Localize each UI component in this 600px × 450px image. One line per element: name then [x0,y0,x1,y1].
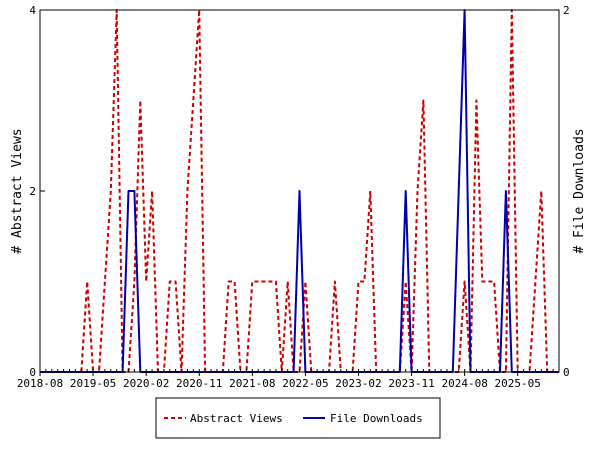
x-tick-label: 2023-02 [335,377,381,390]
legend-label-abstract-views: Abstract Views [190,412,283,425]
x-tick-label: 2019-05 [70,377,116,390]
x-tick-label: 2025-05 [495,377,541,390]
x-tick-label: 2023-11 [388,377,434,390]
chart-marks [40,9,559,373]
x-tick-label: 2020-11 [176,377,222,390]
x-tick-label: 2022-05 [282,377,328,390]
y-axis-left-title: # Abstract Views [10,128,25,253]
x-tick-label: 2024-08 [441,377,487,390]
y-left-tick-label: 2 [29,185,36,198]
legend: Abstract Views File Downloads [155,397,441,439]
y-right-tick-label: 2 [563,4,570,17]
legend-label-file-downloads: File Downloads [330,412,423,425]
x-tick-label: 2018-08 [17,377,63,390]
x-tick-label: 2020-02 [123,377,169,390]
x-tick-label: 2021-08 [229,377,275,390]
y-right-tick-label: 0 [563,366,570,379]
y-axis-right-title: # File Downloads [572,128,587,253]
legend-box [155,397,441,439]
y-left-tick-label: 0 [29,366,36,379]
y-left-tick-label: 4 [29,4,36,17]
